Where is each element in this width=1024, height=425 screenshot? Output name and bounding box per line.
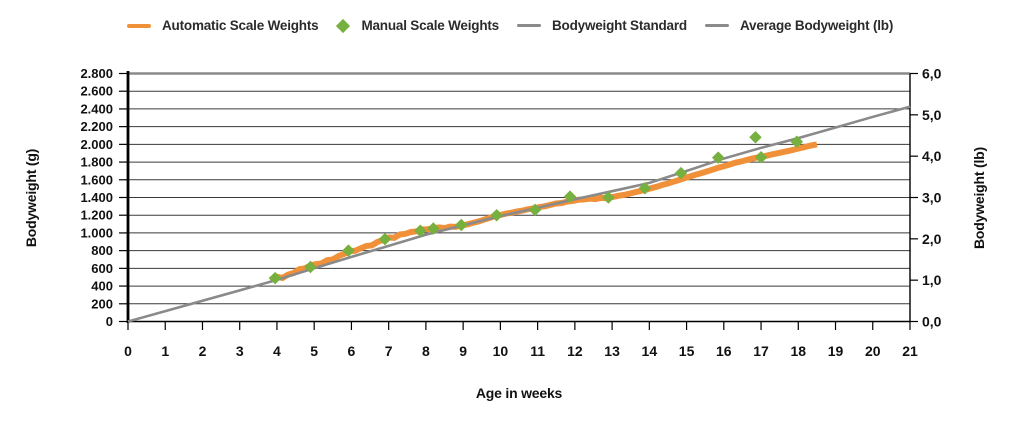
svg-text:2: 2 (199, 343, 207, 359)
legend-item-manual-scale-weights[interactable]: Manual Scale Weights (336, 18, 499, 33)
legend-item-average-bodyweight-lb[interactable]: Average Bodyweight (lb) (704, 18, 894, 33)
chart-legend: Automatic Scale Weights Manual Scale Wei… (127, 18, 911, 33)
gray-line-marker-icon (704, 24, 729, 27)
x-axis-title: Age in weeks (475, 385, 563, 401)
svg-text:1.600: 1.600 (80, 172, 113, 187)
svg-text:4,0: 4,0 (922, 148, 942, 164)
svg-text:10: 10 (493, 343, 509, 359)
svg-text:9: 9 (459, 343, 467, 359)
svg-text:1.200: 1.200 (80, 208, 113, 223)
legend-label: Bodyweight Standard (552, 18, 687, 33)
orange-line-marker-icon (127, 23, 151, 28)
svg-text:1.400: 1.400 (80, 190, 113, 205)
svg-text:2.600: 2.600 (80, 84, 113, 99)
svg-text:13: 13 (604, 343, 620, 359)
legend-label: Manual Scale Weights (361, 18, 499, 33)
svg-text:7: 7 (385, 343, 393, 359)
svg-text:200: 200 (91, 296, 113, 311)
svg-text:2.800: 2.800 (80, 66, 113, 81)
svg-text:2.000: 2.000 (80, 137, 113, 152)
svg-text:600: 600 (91, 261, 113, 276)
svg-text:2.400: 2.400 (80, 101, 113, 116)
svg-text:0: 0 (106, 314, 113, 329)
svg-text:18: 18 (790, 343, 806, 359)
legend-label: Automatic Scale Weights (162, 18, 319, 33)
legend-item-bodyweight-standard[interactable]: Bodyweight Standard (517, 18, 687, 33)
svg-text:19: 19 (828, 343, 844, 359)
legend-label: Average Bodyweight (lb) (739, 18, 894, 33)
svg-text:21: 21 (902, 343, 918, 359)
svg-text:1.000: 1.000 (80, 225, 113, 240)
svg-text:5,0: 5,0 (922, 107, 942, 123)
svg-text:14: 14 (642, 343, 658, 359)
svg-text:6: 6 (348, 343, 356, 359)
svg-text:20: 20 (865, 343, 881, 359)
svg-text:6,0: 6,0 (922, 66, 942, 82)
svg-text:17: 17 (753, 343, 769, 359)
svg-text:3: 3 (236, 343, 244, 359)
svg-text:4: 4 (273, 343, 281, 359)
svg-text:0: 0 (124, 343, 132, 359)
svg-text:15: 15 (679, 343, 695, 359)
svg-text:1.800: 1.800 (80, 155, 113, 170)
svg-text:800: 800 (91, 243, 113, 258)
svg-text:8: 8 (422, 343, 430, 359)
gray-line-marker-icon (517, 24, 541, 27)
svg-text:16: 16 (716, 343, 732, 359)
svg-text:5: 5 (310, 343, 318, 359)
svg-text:3,0: 3,0 (922, 190, 942, 206)
svg-text:11: 11 (530, 343, 545, 359)
svg-text:1: 1 (161, 343, 169, 359)
svg-text:1,0: 1,0 (922, 272, 942, 288)
svg-text:12: 12 (567, 343, 583, 359)
svg-text:2,0: 2,0 (922, 231, 942, 247)
svg-text:0,0: 0,0 (922, 314, 942, 330)
svg-text:2.200: 2.200 (80, 119, 113, 134)
svg-text:400: 400 (91, 279, 113, 294)
legend-item-automatic-scale-weights[interactable]: Automatic Scale Weights (127, 18, 319, 33)
